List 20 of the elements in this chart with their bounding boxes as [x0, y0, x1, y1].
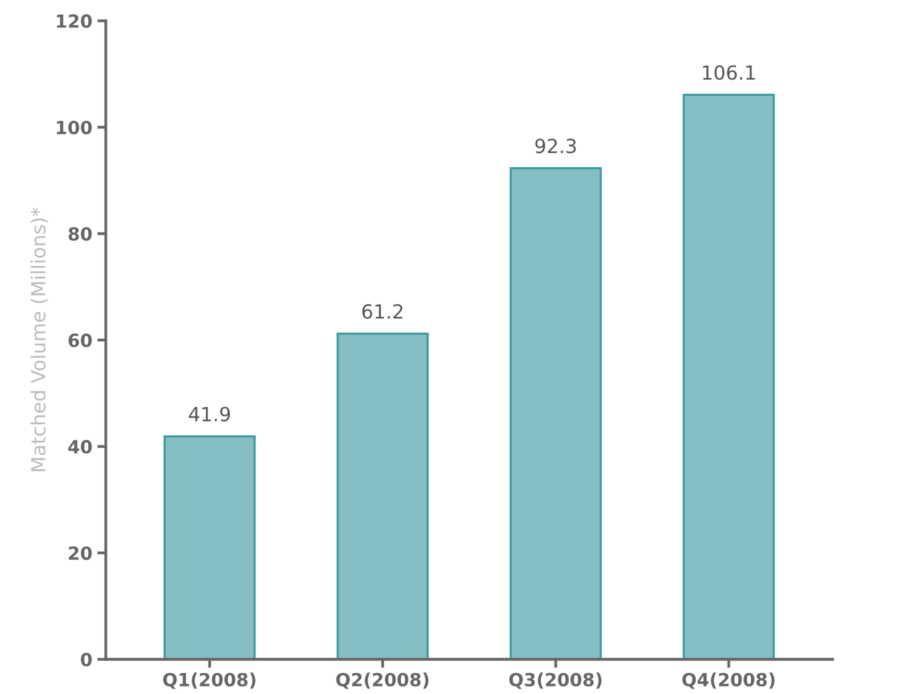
y-tick-label: 120 [56, 14, 92, 28]
y-tick-label: 60 [68, 334, 92, 348]
x-tick-label: Q2(2008) [336, 672, 428, 689]
y-tick-label: 0 [80, 652, 92, 666]
bar [682, 94, 775, 660]
bar [164, 435, 256, 660]
data-label: 61.2 [362, 304, 402, 319]
y-axis-title: Matched Volume (Millions)* [30, 208, 48, 472]
bar [336, 332, 429, 660]
x-tick-label: Q1(2008) [163, 672, 256, 689]
y-tick-label: 40 [68, 440, 92, 454]
y-tick-label: 80 [68, 227, 92, 241]
data-label: 41.9 [188, 406, 230, 422]
data-label: 106.1 [703, 65, 755, 80]
x-tick-label: Q4(2008) [682, 672, 775, 689]
bar [510, 167, 602, 660]
data-label: 92.3 [535, 138, 576, 154]
y-tick-label: 20 [68, 546, 92, 560]
y-tick-label: 100 [56, 120, 92, 134]
x-tick-label: Q3(2008) [509, 672, 602, 689]
